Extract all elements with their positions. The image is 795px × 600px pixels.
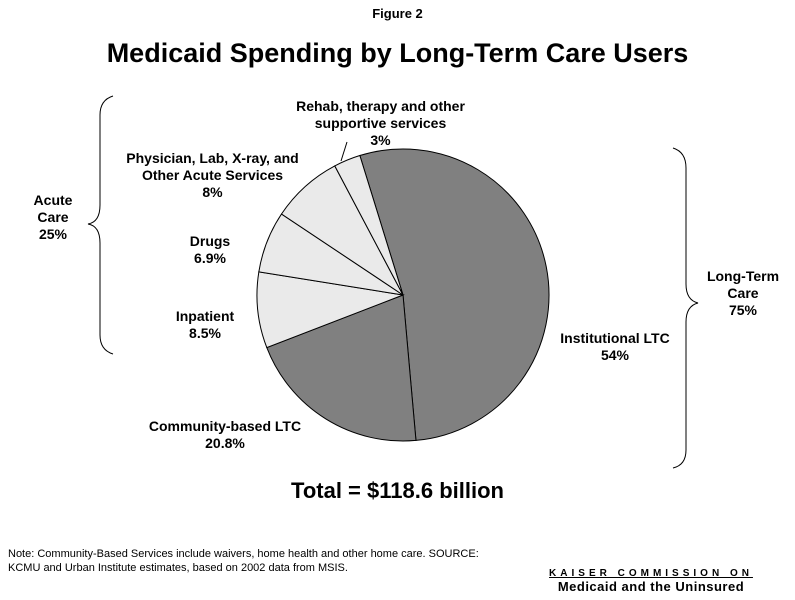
source-note: Note: Community-Based Services include w… <box>8 548 479 574</box>
pie-slice-institutional-ltc <box>359 148 550 441</box>
kaiser-logo: KAISER COMMISSION ON Medicaid and the Un… <box>515 568 787 594</box>
acute-care-brace <box>87 95 114 355</box>
slice-label-rehab: Rehab, therapy and other supportive serv… <box>296 98 465 148</box>
total-label: Total = $118.6 billion <box>291 478 504 503</box>
slice-label-institutional: Institutional LTC 54% <box>560 330 670 363</box>
pie-slice-rehab-therapy-and-other-supportive-services <box>334 154 404 296</box>
slice-label-physician: Physician, Lab, X-ray, and Other Acute S… <box>126 150 299 200</box>
brand-line-2: Medicaid and the Uninsured <box>557 579 745 594</box>
slice-label-inpatient: Inpatient 8.5% <box>175 308 235 341</box>
figure-label: Figure 2 <box>372 6 423 21</box>
pie-slice-community-based-ltc <box>266 294 417 442</box>
chart-title: Medicaid Spending by Long-Term Care User… <box>106 38 689 68</box>
slice-label-drugs: Drugs 6.9% <box>189 233 231 266</box>
rehab-leader-line <box>340 141 348 162</box>
ltc-brace <box>672 147 699 469</box>
brand-line-1: KAISER COMMISSION ON <box>549 568 753 579</box>
long-term-care-label: Long-Term Care 75% <box>706 268 780 318</box>
slice-label-community: Community-based LTC 20.8% <box>148 418 302 451</box>
acute-care-label: Acute Care 25% <box>33 192 73 242</box>
